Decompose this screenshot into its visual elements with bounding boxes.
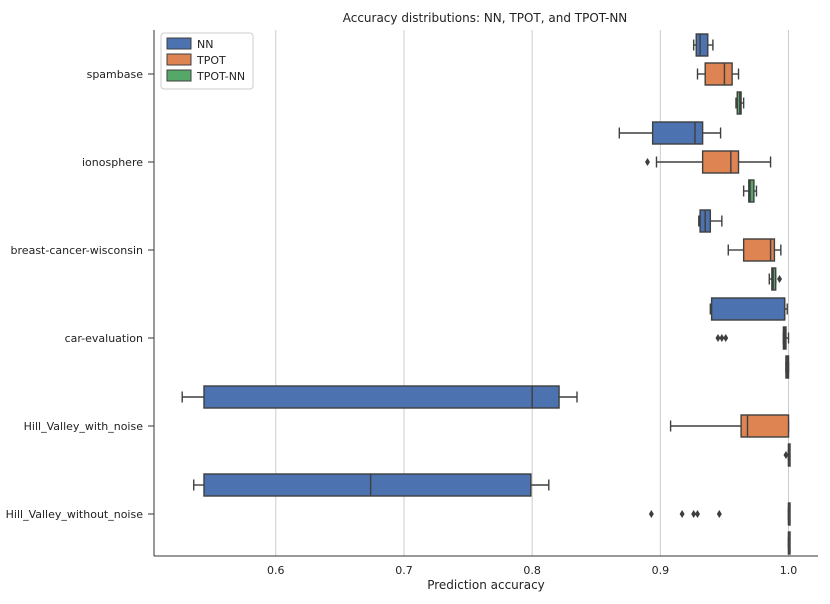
x-tick-label: 0.7 xyxy=(395,564,413,577)
box-tpot-1 xyxy=(645,150,772,174)
chart-title: Accuracy distributions: NN, TPOT, and TP… xyxy=(343,11,628,25)
box-iqr xyxy=(710,297,786,321)
box-nn-3 xyxy=(709,297,788,321)
outlier-point xyxy=(783,451,789,459)
box-tpot-3 xyxy=(715,326,790,350)
y-tick-labels: spambase ionosphere breast-cancer-wisconsi… xyxy=(6,68,154,521)
outlier-point xyxy=(679,510,685,518)
box-iqr xyxy=(748,179,755,203)
box-tpot-5 xyxy=(648,502,791,526)
box-tpot-nn-1 xyxy=(742,179,758,203)
x-tick-label: 0.6 xyxy=(267,564,285,577)
box-nn-0 xyxy=(692,33,714,57)
box-iqr xyxy=(203,385,560,409)
outlier-point xyxy=(691,510,697,518)
outlier-point xyxy=(723,334,729,342)
legend-swatch-tpot-nn xyxy=(166,69,192,82)
box-tpot-nn-5 xyxy=(787,531,791,555)
legend-label-tpot: TPOT xyxy=(196,54,226,67)
box-tpot-4 xyxy=(669,414,790,438)
y-tick-label: Hill_Valley_with_noise xyxy=(24,420,144,433)
box-nn-2 xyxy=(698,209,723,233)
box-iqr xyxy=(740,414,790,438)
box-tpot-nn-3 xyxy=(785,355,790,379)
box-tpot-nn-0 xyxy=(735,91,745,115)
grid-lines xyxy=(275,30,790,556)
legend-swatch-tpot xyxy=(166,53,192,66)
box-tpot-nn-4 xyxy=(783,443,791,467)
x-axis-label: Prediction accuracy xyxy=(427,578,545,592)
y-tick-label: Hill_Valley_without_noise xyxy=(6,508,144,521)
x-tick-label: 0.8 xyxy=(523,564,541,577)
box-nn-5 xyxy=(193,473,550,497)
outlier-point xyxy=(715,334,721,342)
box-iqr xyxy=(651,121,704,145)
legend-swatch-nn xyxy=(166,37,192,50)
legend-label-tpot-nn: TPOT-NN xyxy=(196,70,245,83)
outlier-point xyxy=(777,275,783,283)
box-iqr xyxy=(704,62,733,86)
outlier-point xyxy=(695,510,701,518)
outlier-point xyxy=(645,158,651,166)
box-series xyxy=(181,33,791,555)
y-tick-label: breast-cancer-wisconsin xyxy=(11,244,143,257)
outlier-point xyxy=(716,510,722,518)
box-iqr xyxy=(701,150,740,174)
box-iqr xyxy=(695,33,709,57)
axes xyxy=(153,30,818,557)
y-tick-label: spambase xyxy=(87,68,144,81)
x-tick-label: 1.0 xyxy=(780,564,798,577)
box-nn-4 xyxy=(181,385,578,409)
outlier-point xyxy=(648,510,654,518)
x-tick-label: 0.9 xyxy=(652,564,670,577)
y-tick-label: ionosphere xyxy=(82,156,143,169)
legend-label-nn: NN xyxy=(197,38,213,51)
legend: NN TPOT TPOT-NN xyxy=(160,32,254,90)
box-iqr xyxy=(203,473,532,497)
x-tick-labels: 0.6 0.7 0.8 0.9 1.0 xyxy=(267,564,797,577)
box-tpot-2 xyxy=(727,238,782,262)
y-tick-label: car-evaluation xyxy=(65,332,143,345)
box-tpot-0 xyxy=(696,62,740,86)
box-iqr xyxy=(742,238,776,262)
outlier-point xyxy=(719,334,725,342)
box-nn-1 xyxy=(618,121,722,145)
box-tpot-nn-2 xyxy=(768,267,783,291)
